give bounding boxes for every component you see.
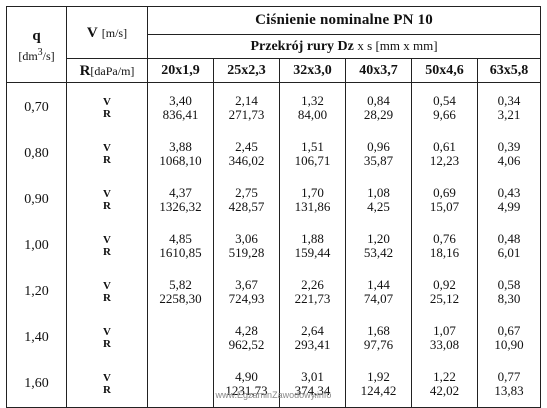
dim-header: 40x3,7: [345, 58, 412, 83]
value-pair: 0,84 28,29: [363, 93, 394, 122]
q-value: 0,70: [24, 100, 49, 115]
value-pair: 0,54 9,66: [433, 93, 456, 122]
value-pair: 0,92 25,12: [429, 277, 460, 306]
value-pair: 0,77 13,83: [494, 369, 524, 398]
value-pair: 1,07 33,08: [429, 323, 460, 352]
value-pair: 0,34 3,21: [497, 93, 521, 122]
dim-header: 50x4,6: [411, 58, 478, 83]
v-label: V: [86, 24, 98, 41]
value-pair: 3,01 374,34: [294, 369, 331, 398]
q-value: 1,60: [24, 376, 49, 391]
r-label: R: [79, 62, 91, 79]
subtitle-bold: Przekrój rury Dz: [250, 39, 354, 54]
header-q: q [dm3/s]: [6, 6, 67, 83]
header-r: R[daPa/m]: [66, 58, 148, 83]
value-pair: 0,96 35,87: [363, 139, 394, 168]
value-pair: 3,06 519,28: [228, 231, 265, 260]
value-pair: 1,32 84,00: [297, 93, 328, 122]
pipe-table-sheet: q [dm3/s] V [m/s] Ciśnienie nominalne PN…: [6, 6, 542, 408]
q-value: 0,90: [24, 192, 49, 207]
value-pair: 0,76 18,16: [429, 231, 460, 260]
value-pair: 0,61 12,23: [429, 139, 460, 168]
value-pair: 1,92 124,42: [360, 369, 397, 398]
value-pair: 1,51 106,71: [294, 139, 331, 168]
value-pair: 1,08 4,25: [367, 185, 390, 214]
value-pair: 0,69 15,07: [429, 185, 460, 214]
value-pair: 3,67 724,93: [228, 277, 265, 306]
value-pair: 0,67 10,90: [494, 323, 524, 352]
pipe-table: q [dm3/s] V [m/s] Ciśnienie nominalne PN…: [6, 6, 542, 408]
value-pair: 1,22 42,02: [429, 369, 460, 398]
value-pair: 3,88 1068,10: [159, 139, 202, 168]
q-value: 1,20: [24, 284, 49, 299]
value-pair: 2,26 221,73: [294, 277, 331, 306]
value-pair: 1,70 131,86: [294, 185, 331, 214]
r-unit: [daPa/m]: [90, 63, 135, 78]
q-unit: [dm3/s]: [18, 47, 55, 63]
value-pair: [148, 315, 213, 361]
value-pair: 0,39 4,06: [497, 139, 521, 168]
value-pair: 0,58 8,30: [497, 277, 521, 306]
table-subtitle: Przekrój rury Dz x s [mm x mm]: [146, 34, 542, 59]
value-pair: 1,88 159,44: [294, 231, 331, 260]
value-pair: 2,14 271,73: [228, 93, 265, 122]
value-pair: 5,82 2258,30: [159, 277, 202, 306]
values-col-32x3-0: 1,32 84,00 1,51 106,71 1,70 131,86 1,88 159,…: [279, 82, 346, 408]
q-value: 1,40: [24, 330, 49, 345]
value-pair: 2,64 293,41: [294, 323, 331, 352]
q-label: q: [32, 28, 41, 44]
value-pair: 2,75 428,57: [228, 185, 265, 214]
value-pair: 1,20 53,42: [363, 231, 394, 260]
value-pair: 1,44 74,07: [363, 277, 394, 306]
values-col-40x3-7: 0,84 28,29 0,96 35,87 1,08 4,25 1,20 53,42 1…: [345, 82, 412, 408]
value-pair: 4,90 1231,73: [225, 369, 268, 398]
value-pair: 1,68 97,76: [363, 323, 394, 352]
subtitle-unit: x s [mm x mm]: [357, 38, 438, 53]
table-title: Ciśnienie nominalne PN 10: [146, 6, 542, 35]
q-value: 1,00: [24, 238, 49, 253]
dim-header: 63x5,8: [476, 58, 542, 83]
value-pair: 4,85 1610,85: [159, 231, 202, 260]
q-column: 0,70 0,80 0,90 1,00 1,20 1,40 1,60: [6, 82, 67, 408]
dim-header: 20x1,9: [147, 58, 214, 83]
value-pair: 4,37 1326,32: [159, 185, 202, 214]
value-pair: 0,43 4,99: [497, 185, 521, 214]
value-pair: 0,48 6,01: [497, 231, 521, 260]
dim-header: 32x3,0: [279, 58, 346, 83]
watermark-footer: www.EgzaminZawodowy.info: [215, 390, 332, 400]
values-col-25x2-3: 2,14 271,73 2,45 346,02 2,75 428,57 3,06 519…: [213, 82, 280, 408]
value-pair: 3,40 836,41: [162, 93, 199, 122]
values-col-63x5-8: 0,34 3,21 0,39 4,06 0,43 4,99 0,48 6,01 0,58…: [476, 82, 542, 408]
values-col-50x4-6: 0,54 9,66 0,61 12,23 0,69 15,07 0,76 18,16 0…: [411, 82, 478, 408]
value-pair: 4,28 962,52: [228, 323, 265, 352]
v-unit: [m/s]: [101, 25, 128, 40]
value-pair: [148, 361, 213, 407]
header-v: V [m/s]: [66, 6, 148, 59]
dim-header: 25x2,3: [213, 58, 280, 83]
values-col-20x1-9: 3,40 836,41 3,88 1068,10 4,37 1326,32 4,85 1…: [147, 82, 214, 408]
q-value: 0,80: [24, 146, 49, 161]
value-pair: 2,45 346,02: [228, 139, 265, 168]
